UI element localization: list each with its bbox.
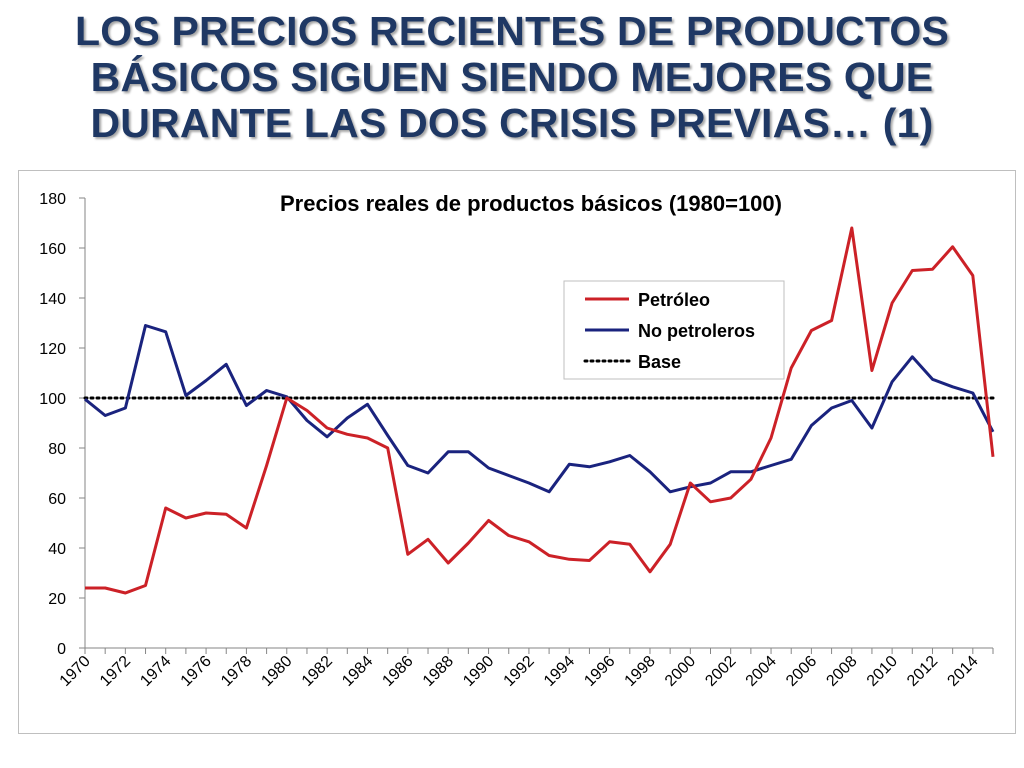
x-tick-label: 2006 [783, 653, 820, 690]
x-tick-label: 2002 [702, 653, 739, 690]
chart-frame: Precios reales de productos básicos (198… [18, 170, 1016, 734]
x-tick-label: 1998 [622, 653, 659, 690]
x-tick-label: 2012 [904, 653, 941, 690]
x-tick-label: 1978 [218, 653, 255, 690]
y-tick-label: 0 [57, 641, 66, 658]
series-line-petroleo [85, 226, 995, 595]
slide-title: LOS PRECIOS RECIENTES DE PRODUCTOS BÁSIC… [20, 8, 1004, 146]
y-tick-label: 40 [48, 541, 66, 558]
x-tick-label: 2014 [944, 653, 981, 690]
legend-label: Base [638, 352, 681, 372]
y-tick-label: 160 [39, 241, 66, 258]
y-tick-label: 80 [48, 441, 66, 458]
y-tick-label: 100 [39, 391, 66, 408]
chart-title: Precios reales de productos básicos (198… [280, 191, 782, 216]
x-tick-label: 1970 [57, 653, 94, 690]
x-tick-label: 1984 [339, 653, 376, 690]
y-tick-label: 120 [39, 341, 66, 358]
slide-title-line-1: LOS PRECIOS RECIENTES DE PRODUCTOS [74, 8, 949, 54]
y-tick-label: 180 [39, 191, 66, 208]
series-line-no-petroleros [84, 324, 995, 494]
x-tick-label: 1972 [97, 653, 134, 690]
y-tick-label: 20 [48, 591, 66, 608]
x-tick-label: 1980 [258, 653, 295, 690]
chart-legend: Petróleo No petroleros Base [563, 280, 785, 380]
slide-title-line-3: DURANTE LAS DOS CRISIS PREVIAS… (1) [90, 100, 934, 146]
x-tick-label: 2000 [662, 653, 699, 690]
x-tick-label: 1994 [541, 653, 578, 690]
x-tick-label: 1976 [178, 653, 215, 690]
chart-series [83, 226, 995, 595]
y-tick-label: 140 [39, 291, 66, 308]
x-tick-label: 1992 [501, 653, 538, 690]
x-tick-label: 1990 [460, 653, 497, 690]
x-tick-label: 1982 [299, 653, 336, 690]
x-tick-label: 2010 [864, 653, 901, 690]
x-tick-label: 1988 [420, 653, 457, 690]
x-tick-label: 2004 [743, 653, 780, 690]
legend-label: Petróleo [638, 290, 710, 310]
chart-axes: 0 20 40 60 80 100 120 140 160 180 1970 1972 1974 1976… [39, 191, 994, 690]
x-tick-label: 2008 [823, 653, 860, 690]
x-tick-label: 1986 [379, 653, 416, 690]
slide-title-line-2: BÁSICOS SIGUEN SIENDO MEJORES QUE [90, 54, 934, 100]
x-tick-label: 1996 [581, 653, 618, 690]
legend-label: No petroleros [638, 321, 755, 341]
y-tick-label: 60 [48, 491, 66, 508]
line-chart: Precios reales de productos básicos (198… [39, 191, 995, 690]
x-tick-label: 1974 [137, 653, 174, 690]
